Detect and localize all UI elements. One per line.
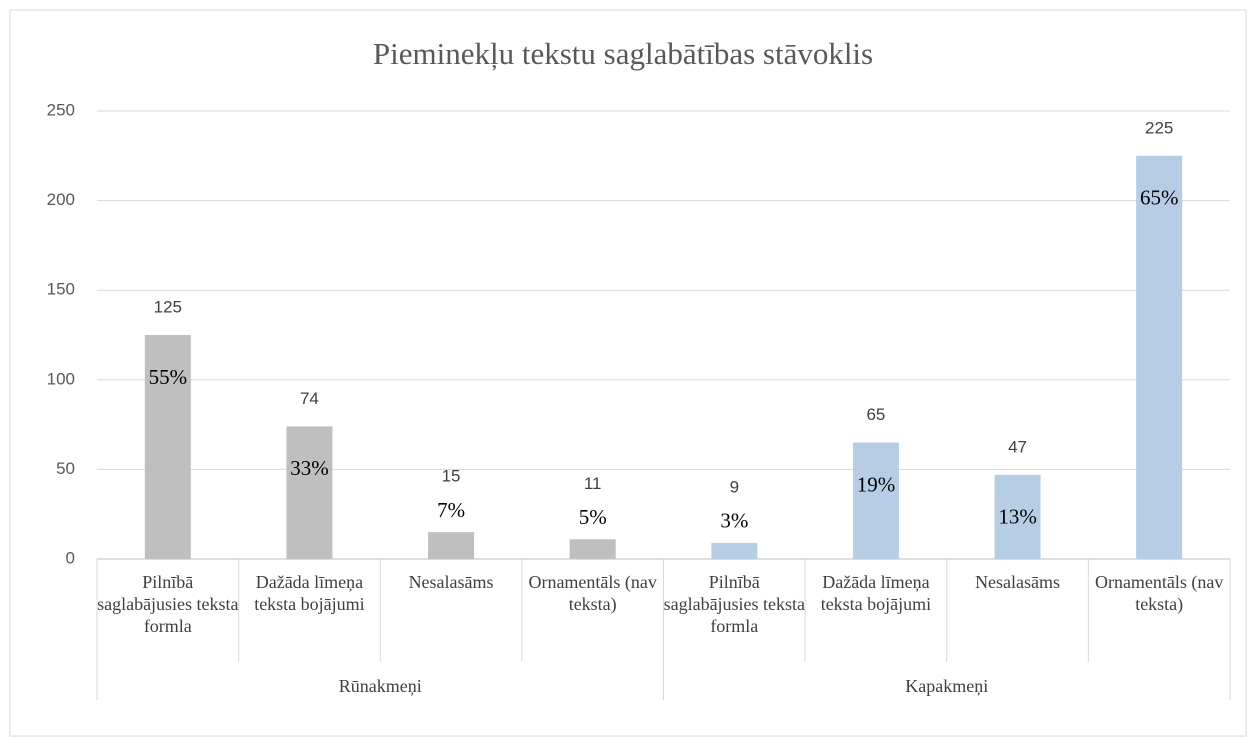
value-label: 9	[730, 477, 739, 496]
bar	[994, 474, 1041, 559]
y-tick-label: 150	[47, 280, 75, 299]
value-label: 74	[300, 389, 319, 408]
chart-frame	[9, 9, 1247, 737]
value-label: 225	[1145, 118, 1173, 137]
y-tick-label: 250	[47, 100, 75, 119]
value-label: 11	[584, 474, 602, 493]
share-label: 3%	[720, 509, 748, 533]
bar	[286, 426, 333, 559]
share-label: 65%	[1140, 186, 1179, 210]
x-tick-label: Ornamentāls (nav teksta)	[528, 572, 657, 614]
bar	[144, 335, 191, 559]
value-label: 125	[154, 297, 182, 316]
x-tick-label: Pilnībā saglabājusies teksta formla	[663, 572, 806, 636]
y-tick-label: 100	[47, 369, 75, 388]
x-tick-label: Dažāda līmeņa teksta bojājumi	[820, 572, 932, 614]
x-tick-label: Pilnībā saglabājusies teksta formla	[97, 572, 239, 636]
x-tick-label: Nesalasāms	[408, 572, 494, 592]
bar	[428, 532, 475, 559]
group-label: Rūnakmeņi	[338, 676, 422, 696]
share-label: 55%	[149, 365, 188, 389]
bar	[569, 539, 616, 559]
share-label: 33%	[290, 456, 329, 480]
y-tick-label: 0	[66, 548, 75, 567]
group-label: Kapakmeņi	[905, 676, 989, 696]
x-tick-label: Nesalasāms	[975, 572, 1061, 592]
x-tick-label: Dažāda līmeņa teksta bojājumi	[254, 572, 365, 614]
value-label: 15	[442, 467, 461, 486]
bar	[1136, 155, 1183, 560]
share-label: 7%	[437, 498, 465, 522]
share-label: 19%	[857, 472, 896, 496]
share-label: 13%	[998, 505, 1037, 529]
value-label: 47	[1008, 437, 1027, 456]
bar	[852, 442, 899, 559]
value-label: 65	[866, 405, 885, 424]
y-tick-label: 50	[56, 459, 75, 478]
bar	[711, 542, 758, 559]
chart-title: Pieminekļu tekstu saglabātības stāvoklis	[373, 36, 873, 71]
y-tick-label: 200	[47, 190, 75, 209]
x-tick-label: Ornamentāls (nav teksta)	[1094, 572, 1224, 614]
share-label: 5%	[579, 505, 607, 529]
